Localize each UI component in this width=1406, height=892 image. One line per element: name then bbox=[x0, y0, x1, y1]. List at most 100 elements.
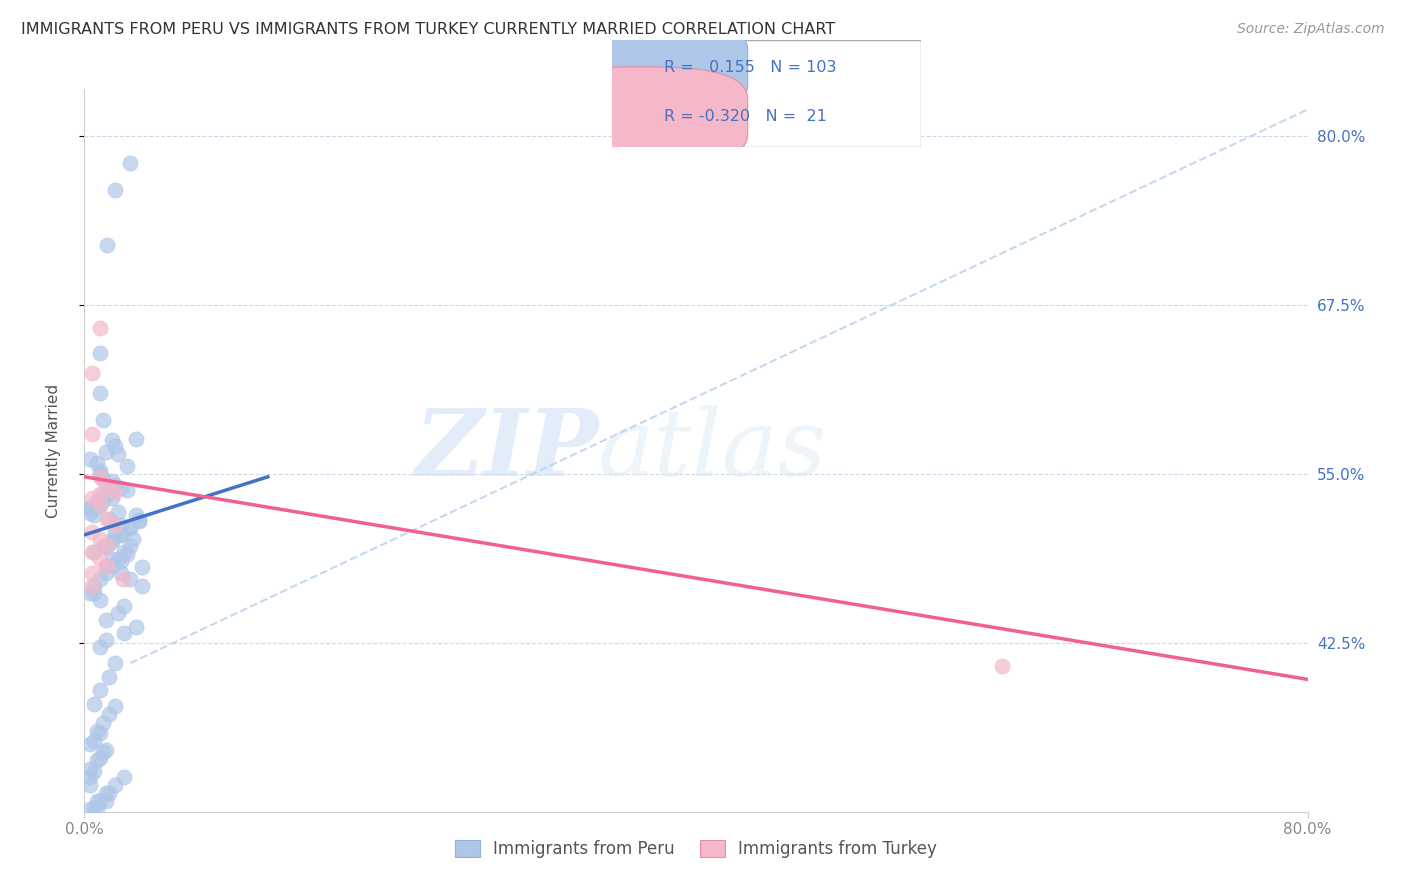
Text: R = -0.320   N =  21: R = -0.320 N = 21 bbox=[664, 109, 827, 124]
Point bbox=[94, 786, 117, 800]
Point bbox=[79, 506, 101, 520]
Point bbox=[94, 566, 117, 580]
Point bbox=[86, 456, 108, 470]
Point bbox=[120, 520, 142, 534]
Point bbox=[101, 434, 124, 448]
Point bbox=[101, 491, 124, 506]
Point bbox=[128, 514, 150, 528]
Point bbox=[83, 697, 105, 711]
Point bbox=[94, 794, 117, 808]
Point bbox=[101, 558, 124, 573]
Point bbox=[110, 526, 132, 541]
Point bbox=[89, 467, 111, 481]
Point bbox=[94, 445, 117, 459]
Point bbox=[83, 545, 105, 559]
Point bbox=[83, 734, 105, 748]
Point bbox=[94, 558, 117, 573]
Point bbox=[83, 586, 105, 600]
Point bbox=[89, 345, 111, 359]
Point bbox=[91, 492, 114, 507]
Point bbox=[89, 532, 111, 546]
Text: Source: ZipAtlas.com: Source: ZipAtlas.com bbox=[1237, 22, 1385, 37]
Point bbox=[80, 545, 103, 559]
Point bbox=[101, 533, 124, 548]
Point bbox=[104, 778, 127, 792]
Point bbox=[96, 558, 118, 573]
Point bbox=[991, 658, 1014, 673]
Point bbox=[79, 500, 101, 514]
Point bbox=[89, 464, 111, 478]
Point bbox=[101, 474, 124, 488]
Point bbox=[86, 802, 108, 816]
Point bbox=[83, 802, 105, 816]
Point bbox=[91, 473, 114, 487]
Point bbox=[104, 439, 127, 453]
Point bbox=[107, 505, 129, 519]
FancyBboxPatch shape bbox=[612, 40, 921, 147]
Point bbox=[91, 715, 114, 730]
Point bbox=[101, 552, 124, 566]
Y-axis label: Currently Married: Currently Married bbox=[46, 384, 60, 517]
Point bbox=[86, 500, 108, 514]
Point bbox=[79, 762, 101, 776]
FancyBboxPatch shape bbox=[531, 18, 748, 117]
Legend: Immigrants from Peru, Immigrants from Turkey: Immigrants from Peru, Immigrants from Tu… bbox=[449, 833, 943, 865]
Point bbox=[97, 786, 120, 800]
Point bbox=[79, 737, 101, 751]
Point bbox=[112, 545, 135, 559]
Point bbox=[112, 626, 135, 640]
Point bbox=[104, 478, 127, 492]
Text: R =   0.155   N = 103: R = 0.155 N = 103 bbox=[664, 60, 837, 75]
Point bbox=[89, 794, 111, 808]
Point bbox=[115, 547, 138, 561]
Point bbox=[94, 633, 117, 648]
Point bbox=[111, 573, 134, 587]
Point bbox=[131, 579, 153, 593]
Point bbox=[94, 742, 117, 756]
Point bbox=[79, 778, 101, 792]
Point bbox=[79, 802, 101, 816]
FancyBboxPatch shape bbox=[531, 67, 748, 167]
Point bbox=[86, 753, 108, 767]
Point bbox=[110, 528, 132, 542]
Point bbox=[107, 447, 129, 461]
Point bbox=[104, 699, 127, 714]
Point bbox=[79, 770, 101, 784]
Point bbox=[89, 573, 111, 587]
Point bbox=[115, 458, 138, 473]
Point bbox=[104, 484, 127, 499]
Point bbox=[83, 764, 105, 779]
Point bbox=[104, 518, 127, 533]
Point bbox=[110, 553, 132, 567]
Point bbox=[112, 770, 135, 784]
Point bbox=[110, 518, 132, 533]
Point bbox=[80, 491, 103, 506]
Point bbox=[89, 498, 111, 512]
Point bbox=[89, 683, 111, 698]
Point bbox=[83, 508, 105, 522]
Point bbox=[110, 566, 132, 580]
Point bbox=[79, 586, 101, 600]
Point bbox=[97, 511, 120, 525]
Point bbox=[122, 532, 145, 546]
Point bbox=[104, 525, 127, 540]
Point bbox=[97, 486, 120, 500]
Point bbox=[115, 483, 138, 498]
Point bbox=[112, 599, 135, 614]
Point bbox=[120, 573, 142, 587]
Point bbox=[80, 579, 103, 593]
Point bbox=[80, 525, 103, 540]
Point bbox=[94, 613, 117, 627]
Point bbox=[110, 481, 132, 495]
Point bbox=[120, 539, 142, 553]
Point bbox=[89, 552, 111, 566]
Point bbox=[89, 726, 111, 740]
Point bbox=[104, 656, 127, 670]
Point bbox=[91, 413, 114, 427]
Text: atlas: atlas bbox=[598, 406, 828, 495]
Point bbox=[128, 513, 150, 527]
Point bbox=[89, 750, 111, 764]
Text: ZIP: ZIP bbox=[413, 406, 598, 495]
Point bbox=[96, 237, 118, 252]
Point bbox=[83, 579, 105, 593]
